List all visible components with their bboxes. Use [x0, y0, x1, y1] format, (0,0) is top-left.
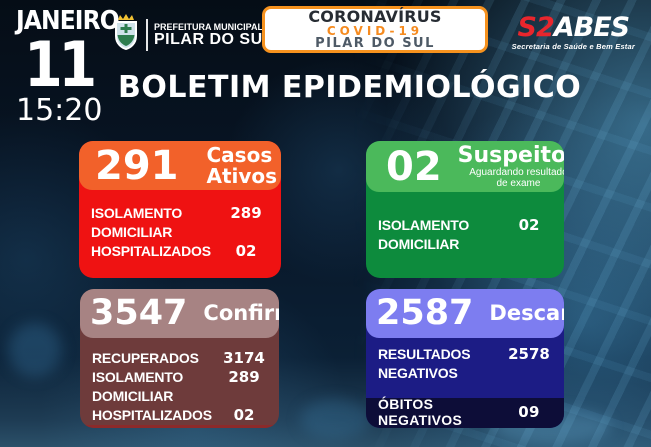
- stat-label: HOSPITALIZADOS: [92, 407, 212, 423]
- page-title: BOLETIM EPIDEMIOLÓGICO: [118, 70, 582, 105]
- suspeitos-count: 02: [386, 143, 442, 190]
- stat-row: HOSPITALIZADOS 02: [91, 242, 269, 261]
- stat-value: 02: [518, 216, 540, 234]
- sabes-logo: S2ABES Secretaria de Saúde e Bem Estar: [512, 14, 635, 51]
- obitos-row: ÓBITOS 82: [80, 425, 279, 428]
- suspeitos-sublabel: Aguardando resultado de exame: [469, 166, 564, 190]
- confirmados-label: Confirmados: [203, 301, 279, 326]
- prefeitura-logo: PREFEITURA MUNICIPAL PILAR DO SUL: [112, 14, 273, 55]
- obitos-negativos-row: ÓBITOS NEGATIVOS 09: [366, 395, 564, 428]
- stat-label: ISOLAMENTO DOMICILIAR: [378, 217, 470, 252]
- descartados-count: 2587: [376, 293, 474, 333]
- casos-ativos-header: 291 Casos Ativos: [79, 141, 281, 190]
- confirmados-count: 3547: [90, 293, 188, 333]
- stat-value: 289: [230, 203, 262, 222]
- sabes-name-prefix: S2: [517, 12, 555, 43]
- suspeitos-header: 02 Suspeitos Aguardando resultado de exa…: [366, 141, 564, 192]
- stat-label: RECUPERADOS: [92, 350, 199, 366]
- stat-row: RESULTADOS NEGATIVOS 2578: [378, 345, 552, 383]
- stat-label: HOSPITALIZADOS: [91, 242, 211, 259]
- stat-value: 289: [228, 368, 260, 386]
- descartados-body: RESULTADOS NEGATIVOS 2578 ÓBITOS NEGATIV…: [366, 338, 564, 428]
- sabes-tagline: Secretaria de Saúde e Bem Estar: [511, 42, 635, 51]
- descartados-label: Descartados: [489, 301, 564, 326]
- stat-row: HOSPITALIZADOS 02: [92, 406, 267, 425]
- covid-badge-city: PILAR DO SUL: [315, 36, 435, 52]
- stat-row: ISOLAMENTO DOMICILIAR 02: [378, 216, 552, 254]
- stat-value: 2578: [508, 345, 550, 364]
- date-block: JANEIRO 11 15:20: [16, 6, 130, 127]
- confirmados-header: 3547 Confirmados: [80, 289, 279, 338]
- prefeitura-line2: PILAR DO SUL: [154, 30, 273, 48]
- stat-label: RESULTADOS NEGATIVOS: [378, 346, 471, 382]
- stat-label: ISOLAMENTO DOMICILIAR: [91, 204, 183, 240]
- casos-ativos-body: ISOLAMENTO DOMICILIAR 289 HOSPITALIZADOS…: [79, 190, 281, 278]
- time-label: 15:20: [16, 93, 103, 129]
- card-descartados: 2587 Descartados RESULTADOS NEGATIVOS 25…: [366, 289, 564, 428]
- logo-divider: [146, 18, 148, 51]
- stat-label: ÓBITOS NEGATIVOS: [378, 395, 463, 428]
- city-crest-icon: [112, 14, 140, 55]
- month-label: JANEIRO: [16, 6, 120, 36]
- confirmados-body: RECUPERADOS 3174 ISOLAMENTO DOMICILIAR 2…: [80, 338, 279, 428]
- card-suspeitos: 02 Suspeitos Aguardando resultado de exa…: [366, 141, 564, 278]
- stat-value: 09: [518, 402, 540, 421]
- prefeitura-line1: PREFEITURA MUNICIPAL: [154, 21, 263, 32]
- virus-blob: [300, 399, 370, 439]
- card-confirmados: 3547 Confirmados RECUPERADOS 3174 ISOLAM…: [80, 289, 279, 428]
- covid-badge-title: CORONAVÍRUS: [308, 6, 442, 26]
- suspeitos-body: ISOLAMENTO DOMICILIAR 02: [366, 192, 564, 278]
- stat-row: RECUPERADOS 3174: [92, 349, 267, 368]
- stat-label: ISOLAMENTO DOMICILIAR: [92, 369, 184, 404]
- casos-ativos-label: Casos Ativos: [206, 142, 278, 188]
- casos-ativos-count: 291: [95, 142, 179, 189]
- stat-row: ISOLAMENTO DOMICILIAR 289: [91, 204, 269, 242]
- covid-badge-subtitle: COVID-19: [326, 23, 424, 38]
- stat-value: 02: [235, 241, 257, 260]
- suspeitos-label: Suspeitos: [457, 142, 564, 168]
- card-casos-ativos: 291 Casos Ativos ISOLAMENTO DOMICILIAR 2…: [79, 141, 281, 278]
- stat-value: 02: [233, 406, 255, 424]
- sabes-name-suffix: ABES: [553, 12, 630, 43]
- virus-blob: [8, 323, 62, 377]
- day-number: 11: [24, 28, 97, 101]
- stat-value: 3174: [223, 349, 265, 367]
- descartados-header: 2587 Descartados: [366, 289, 564, 338]
- covid-badge: CORONAVÍRUS COVID-19 PILAR DO SUL: [262, 6, 488, 53]
- stat-row: ISOLAMENTO DOMICILIAR 289: [92, 368, 267, 406]
